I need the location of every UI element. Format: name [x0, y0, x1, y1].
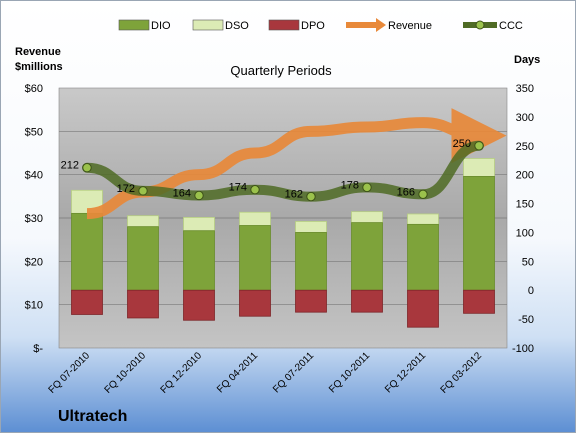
right-tick-label: 150 [516, 199, 534, 211]
left-tick-label: $50 [25, 126, 43, 138]
ccc-data-label: 172 [117, 183, 135, 195]
dio-bar [295, 232, 327, 291]
dpo-bar [127, 289, 159, 319]
dio-bar [351, 222, 383, 291]
ccc-data-label: 250 [453, 138, 471, 150]
dpo-bar [71, 289, 103, 315]
category-label: FQ 03-2012 [439, 350, 485, 396]
left-tick-label: $10 [25, 300, 43, 312]
category-label: FQ 12-2011 [383, 350, 428, 395]
right-tick-label: -100 [512, 343, 534, 355]
right-tick-label: 200 [516, 170, 534, 182]
dio-bar [71, 212, 103, 291]
right-tick-label: 300 [516, 112, 534, 124]
dio-bar [407, 223, 439, 291]
left-tick-label: $60 [25, 83, 43, 95]
ccc-point [82, 163, 92, 173]
ccc-point [250, 184, 260, 195]
legend-swatch-dso [192, 19, 224, 31]
dio-bar [239, 225, 271, 291]
category-label: FQ 10-2010 [103, 350, 149, 396]
ccc-data-label: 178 [341, 179, 359, 191]
legend-label-dpo: DPO [301, 20, 325, 32]
dso-bar [351, 211, 383, 224]
ccc-data-label: 166 [397, 186, 415, 198]
right-tick-label: 250 [516, 141, 534, 153]
left-axis-label-line1: Revenue [15, 46, 61, 58]
dio-bar [183, 230, 215, 291]
ccc-point [194, 190, 204, 201]
category-label: FQ 07-2010 [47, 350, 93, 396]
ccc-data-label: 174 [229, 182, 247, 194]
ccc-point [418, 189, 428, 200]
dpo-bar [463, 289, 495, 314]
ccc-data-label: 212 [61, 160, 79, 172]
legend-swatch-dpo [268, 19, 300, 31]
dso-bar [463, 158, 495, 177]
left-tick-label: $20 [25, 256, 43, 268]
right-tick-label: 100 [516, 227, 534, 239]
dso-bar [127, 215, 159, 228]
right-tick-label: -50 [518, 314, 534, 326]
ccc-data-label: 164 [173, 187, 191, 199]
right-axis-label: Days [514, 54, 540, 66]
dpo-bar [183, 289, 215, 321]
legend-label-dso: DSO [225, 20, 249, 32]
dpo-bar [295, 289, 327, 313]
ccc-point [362, 182, 372, 193]
left-tick-label: $- [33, 343, 43, 355]
dso-bar [295, 221, 327, 233]
ccc-data-label: 162 [285, 189, 303, 201]
legend-arrowhead-revenue [376, 18, 386, 32]
category-label: FQ 12-2010 [159, 350, 205, 396]
dso-bar [239, 211, 271, 226]
category-label: FQ 07-2011 [271, 350, 316, 395]
label-layer: 212 172 164 174 162 178 166 250 [61, 138, 471, 201]
ccc-point [138, 186, 148, 196]
right-tick-label: 50 [522, 256, 534, 268]
dio-bar [127, 226, 159, 291]
right-tick-label: 350 [516, 83, 534, 95]
legend-label-dio: DIO [151, 20, 171, 32]
chart-title: Quarterly Periods [230, 63, 332, 78]
legend-dot-ccc [475, 20, 485, 30]
right-tick-label: 0 [528, 285, 534, 297]
left-axis-label-line2: $millions [15, 61, 63, 73]
line-layer [82, 108, 507, 220]
left-tick-label: $40 [25, 170, 43, 182]
legend-label-revenue: Revenue [388, 20, 432, 32]
dso-bar [407, 213, 439, 225]
dpo-bar [407, 289, 439, 328]
category-label: FQ 04-2011 [215, 350, 260, 395]
legend-swatch-dio [118, 19, 150, 31]
legend-label-ccc: CCC [499, 20, 523, 32]
dio-bar [463, 175, 495, 291]
ccc-point [306, 191, 316, 202]
category-label: FQ 10-2011 [327, 350, 372, 395]
ccc-point [474, 141, 484, 151]
company-name: Ultratech [58, 408, 127, 425]
dpo-bar [351, 289, 383, 313]
dso-bar [183, 217, 215, 232]
left-tick-label: $30 [25, 213, 43, 225]
dpo-bar [239, 289, 271, 317]
legend: DIO DSO DPO Revenue CCC [118, 18, 523, 32]
